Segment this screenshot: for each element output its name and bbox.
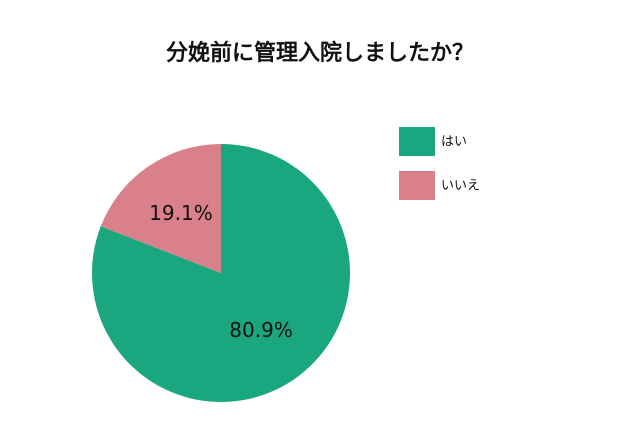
chart-title: 分娩前に管理入院しましたか？ [166, 40, 474, 66]
pie-slice [100, 144, 221, 273]
legend-label: いいえ [441, 179, 480, 194]
value-label: 19.1% [149, 201, 213, 225]
legend-label: はい [441, 135, 467, 150]
legend-swatch [399, 171, 435, 200]
legend-swatch [399, 127, 435, 156]
pie-slice [92, 144, 351, 403]
value-label: 80.9% [229, 318, 293, 342]
